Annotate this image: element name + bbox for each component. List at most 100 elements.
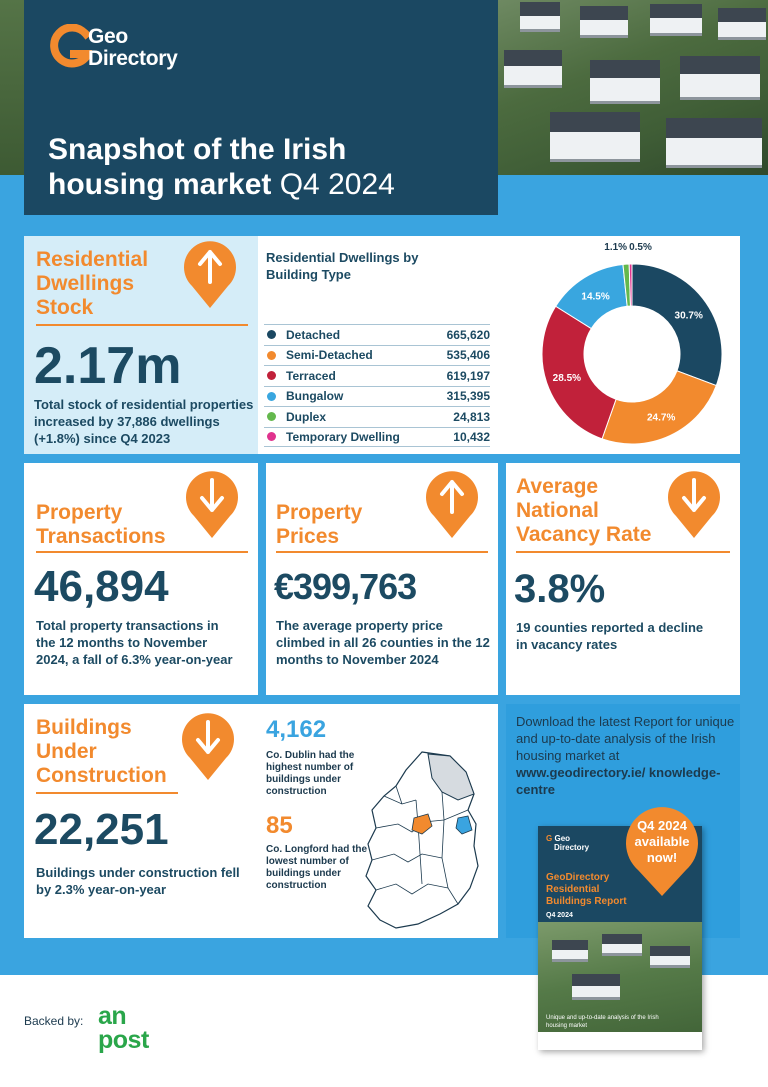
trend-down-icon	[668, 471, 720, 538]
dwellings-table-title: Residential Dwellings by Building Type	[266, 250, 419, 282]
transactions-heading: Property Transactions	[36, 501, 166, 548]
vacancy-underline	[516, 551, 730, 553]
title-line-1: Snapshot of the Irish	[48, 133, 347, 166]
legend-dot-icon	[267, 330, 276, 340]
legend-dot-icon	[267, 391, 276, 401]
report-footer-strip	[538, 1032, 702, 1050]
construction-value: 22,251	[34, 805, 169, 854]
vacancy-heading: Average National Vacancy Rate	[516, 475, 652, 546]
report-logo: G Geo Directory	[546, 834, 589, 852]
trend-down-icon	[182, 713, 235, 780]
backed-by-label: Backed by:	[24, 1014, 84, 1028]
dwelling-type-value: 535,406	[446, 348, 490, 363]
longford-value: 85	[266, 812, 293, 839]
dwelling-type-value: 315,395	[446, 389, 490, 404]
construction-description: Buildings under construction fell by 2.3…	[36, 865, 240, 897]
ireland-county-map	[365, 751, 479, 929]
trend-up-icon	[426, 471, 478, 538]
trend-up-icon	[184, 241, 237, 308]
prices-description: The average property price climbed in al…	[276, 618, 490, 667]
legend-dot-icon	[267, 350, 276, 360]
report-logo-directory: Directory	[554, 843, 590, 852]
dwellings-table-row: Bungalow 315,395	[264, 385, 490, 407]
dwelling-type-value: 10,432	[453, 429, 490, 444]
header-photo-edge	[0, 0, 24, 175]
vacancy-card: Average National Vacancy Rate 3.8% 19 co…	[506, 463, 740, 695]
prices-value: €399,763	[274, 566, 417, 607]
anpost-logo-line-2: post	[98, 1026, 149, 1054]
stock-description: Total stock of residential properties in…	[34, 397, 254, 446]
download-text: Download the latest Report for unique an…	[516, 714, 735, 763]
report-cover-photo	[538, 922, 702, 1050]
dwellings-table-row: Detached 665,620	[264, 324, 490, 345]
stock-underline	[36, 324, 248, 326]
dwellings-table: Detached 665,620 Semi-Detached 535,406 Terra…	[264, 324, 490, 447]
stock-heading: Residential Dwellings Stock	[36, 248, 149, 319]
dwellings-table-row: Semi-Detached 535,406	[264, 344, 490, 366]
anpost-logo[interactable]: an post	[98, 1002, 149, 1054]
dwelling-type-value: 665,620	[446, 327, 490, 342]
availability-badge-pin	[626, 807, 698, 896]
transactions-underline	[36, 551, 248, 553]
donut-slice-label: 24.7%	[647, 413, 675, 424]
legend-dot-icon	[267, 371, 276, 381]
dwellings-table-row: Temporary Dwelling 10,432	[264, 426, 490, 447]
logo-text-geo: Geo	[88, 25, 128, 48]
dwelling-type-value: 619,197	[446, 368, 490, 383]
trend-down-icon	[186, 471, 239, 538]
longford-text: Co. Longford had the lowest number of bu…	[266, 844, 368, 891]
donut-slice-semi-detached	[601, 370, 717, 445]
vacancy-description: 19 counties reported a decline in vacanc…	[516, 620, 704, 652]
construction-heading: Buildings Under Construction	[36, 716, 167, 787]
dwelling-type-label: Semi-Detached	[286, 348, 373, 363]
dublin-county-highlight	[455, 815, 473, 835]
transactions-description: Total property transactions in the 12 mo…	[36, 618, 233, 667]
download-text-block: Download the latest Report for unique an…	[516, 713, 736, 798]
prices-underline	[276, 551, 488, 553]
dwelling-type-label: Bungalow	[286, 389, 344, 404]
donut-slice-temporary-dwelling	[628, 263, 633, 307]
construction-card: Buildings Under Construction 22,251 Buil…	[24, 704, 498, 938]
dublin-text: Co. Dublin had the highest number of bui…	[266, 750, 355, 797]
donut-slice-label: 1.1%	[604, 242, 627, 253]
dwelling-type-label: Duplex	[286, 409, 327, 424]
donut-slice-label: 14.5%	[581, 291, 609, 302]
logo-text-directory: Directory	[88, 47, 178, 70]
report-quarter: Q4 2024	[546, 912, 573, 919]
availability-badge-text: Q4 2024 available now!	[634, 818, 690, 865]
dublin-value: 4,162	[266, 716, 327, 743]
title-line-2: housing market	[48, 168, 272, 201]
geodirectory-g-icon	[50, 24, 92, 68]
report-title: GeoDirectory Residential Buildings Repor…	[546, 872, 627, 907]
report-logo-g-icon: G	[546, 834, 553, 843]
prices-heading: Property Prices	[276, 501, 363, 548]
donut-slice-terraced	[541, 305, 617, 440]
dwellings-table-row: Terraced 619,197	[264, 365, 490, 386]
download-url-link[interactable]: www.geodirectory.ie/ knowledge-centre	[516, 765, 721, 797]
donut-slice-label: 30.7%	[675, 311, 703, 322]
prices-card: Property Prices €399,763 The average pro…	[266, 463, 498, 695]
header-panel	[24, 0, 498, 215]
donut-slice-detached	[631, 263, 723, 387]
dwelling-type-value: 24,813	[453, 409, 490, 424]
stock-value: 2.17m	[34, 337, 182, 395]
transactions-value: 46,894	[34, 562, 169, 611]
dwellings-donut-chart: 30.7% 24.7% 28.5% 14.5% 1.1% 0.5%	[541, 242, 723, 445]
report-logo-geo: Geo	[554, 834, 571, 843]
page-title: Snapshot of the Irish housing market Q4 …	[48, 132, 488, 202]
vacancy-value: 3.8%	[514, 567, 606, 611]
legend-dot-icon	[267, 412, 276, 422]
report-subtitle: Unique and up-to-date analysis of the Ir…	[546, 1015, 659, 1029]
longford-county-highlight	[411, 813, 433, 835]
housing-estate-photo	[490, 0, 768, 175]
dwelling-type-label: Detached	[286, 327, 341, 342]
donut-slice-label: 28.5%	[553, 373, 581, 384]
dwellings-table-row: Duplex 24,813	[264, 406, 490, 427]
dwelling-type-label: Temporary Dwelling	[286, 429, 400, 444]
construction-underline	[36, 792, 178, 794]
anpost-logo-line-1: an	[98, 1002, 127, 1030]
dwelling-type-label: Terraced	[286, 368, 336, 383]
donut-slice-label: 0.5%	[629, 242, 652, 253]
legend-dot-icon	[267, 432, 276, 442]
